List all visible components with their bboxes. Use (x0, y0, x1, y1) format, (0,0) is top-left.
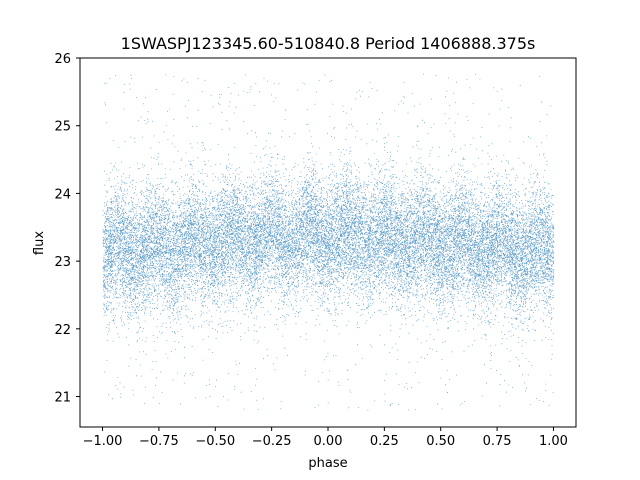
chart-title: 1SWASPJ123345.60-510840.8 Period 1406888… (121, 34, 536, 53)
y-tick-label: 23 (54, 255, 71, 270)
x-tick-label: 0.75 (483, 434, 512, 449)
y-tick-label: 24 (54, 187, 71, 202)
y-axis-label: flux (32, 231, 47, 255)
x-tick-label: 1.00 (539, 434, 568, 449)
x-tick-label: −0.50 (195, 434, 235, 449)
x-axis-ticks: −1.00 −0.75 −0.50 −0.25 0.00 0.25 0.50 0.75 1.00 (83, 427, 568, 449)
x-tick-label: 0.00 (314, 434, 343, 449)
x-tick-label: −0.75 (139, 434, 179, 449)
x-axis-label: phase (308, 456, 347, 471)
x-tick-label: −0.25 (252, 434, 292, 449)
y-tick-label: 21 (54, 391, 71, 406)
y-tick-label: 26 (54, 52, 71, 67)
x-tick-label: 0.50 (426, 434, 455, 449)
y-tick-label: 25 (54, 120, 71, 135)
y-axis-ticks: 21 22 23 24 25 26 (54, 52, 80, 406)
y-tick-label: 22 (54, 323, 71, 338)
x-tick-label: −1.00 (83, 434, 123, 449)
x-tick-label: 0.25 (370, 434, 399, 449)
